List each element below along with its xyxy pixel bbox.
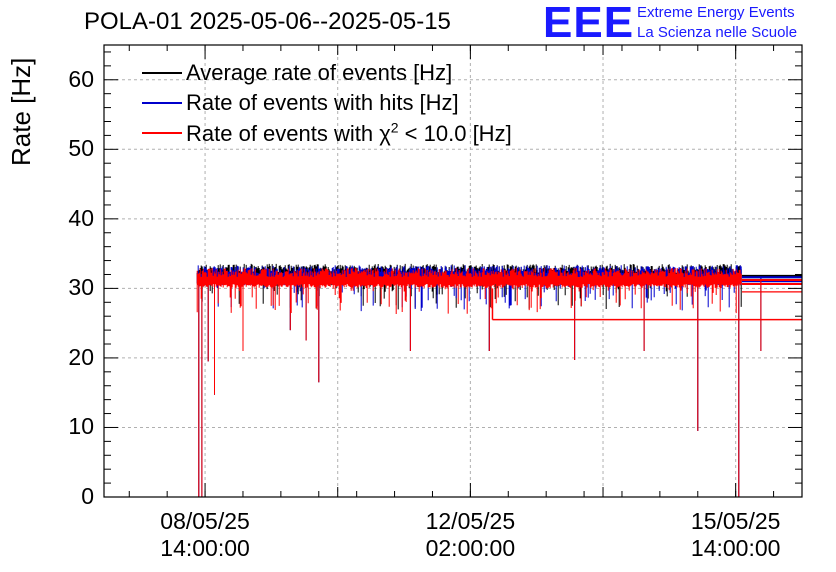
y-axis-label: Rate [Hz] bbox=[6, 57, 36, 166]
plot-data bbox=[196, 263, 802, 497]
y-tick-label: 60 bbox=[68, 65, 94, 92]
series-line-2 bbox=[196, 268, 762, 497]
y-tick-label: 0 bbox=[81, 483, 94, 509]
series-line-1 bbox=[196, 265, 762, 497]
y-tick-label: 20 bbox=[68, 343, 94, 370]
logo-line-2: La Scienza nelle Scuole bbox=[637, 24, 798, 41]
x-tick-label: 08/05/25 14:00:00 bbox=[160, 508, 250, 561]
grid-lines bbox=[104, 45, 802, 497]
legend-label-chi2: Rate of events with χ2 < 10.0 [Hz] bbox=[186, 120, 512, 147]
chart-title: POLA-01 2025-05-06--2025-05-15 bbox=[84, 8, 451, 35]
eee-logo: EEE bbox=[543, 0, 635, 47]
y-tick-label: 30 bbox=[68, 274, 94, 301]
y-tick-label: 40 bbox=[68, 204, 94, 231]
logo-line-1: Extreme Energy Events bbox=[637, 4, 795, 21]
x-tick-label: 15/05/25 14:00:00 bbox=[690, 508, 781, 561]
y-tick-label: 50 bbox=[68, 135, 94, 162]
y-tick-label: 10 bbox=[68, 413, 94, 440]
legend-swatches bbox=[142, 72, 182, 134]
legend-label-hits: Rate of events with hits [Hz] bbox=[186, 90, 459, 115]
x-tick-label: 12/05/25 02:00:00 bbox=[425, 508, 516, 561]
plot-frame bbox=[103, 44, 803, 498]
axes-frame bbox=[103, 44, 803, 498]
legend-label-average: Average rate of events [Hz] bbox=[186, 60, 453, 85]
